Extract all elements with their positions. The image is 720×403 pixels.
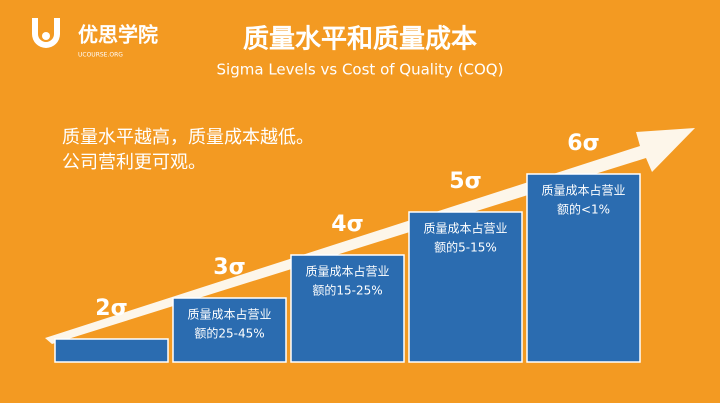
step-text: 质量成本占营业 (541, 183, 625, 198)
step-text: 额的<1% (557, 202, 610, 217)
step-label: 3σ (213, 255, 245, 280)
logo-name: 优思学院 (78, 23, 158, 47)
step-box (290, 254, 405, 363)
steps: 2σ3σ质量成本占营业额的25-45%4σ质量成本占营业额的15-25%5σ质量… (54, 131, 641, 363)
step-text: 质量成本占营业 (423, 221, 507, 236)
step-text: 额的5-15% (434, 240, 497, 255)
step-text: 质量成本占营业 (187, 307, 271, 322)
step-label: 6σ (567, 131, 599, 156)
title: 质量水平和质量成本 (243, 25, 477, 55)
step-text: 质量成本占营业 (305, 264, 389, 279)
step-label: 5σ (449, 169, 481, 194)
step-box (54, 338, 169, 363)
step-label: 2σ (95, 296, 127, 321)
logo-u (32, 18, 60, 48)
body-line: 质量水平越高，质量成本越低。 (62, 127, 314, 148)
step-label: 4σ (331, 212, 363, 237)
step-box (172, 297, 287, 363)
logo-site: UCOURSE.ORG (78, 52, 123, 59)
step-box (408, 211, 523, 363)
step-text: 额的25-45% (194, 326, 264, 341)
logo-dot (42, 32, 50, 40)
subtitle: Sigma Levels vs Cost of Quality (COQ) (217, 61, 504, 79)
step-text: 额的15-25% (312, 283, 382, 298)
step-box (526, 173, 641, 363)
logo-icon (32, 18, 60, 48)
body-line: 公司营利更可观。 (62, 152, 206, 173)
